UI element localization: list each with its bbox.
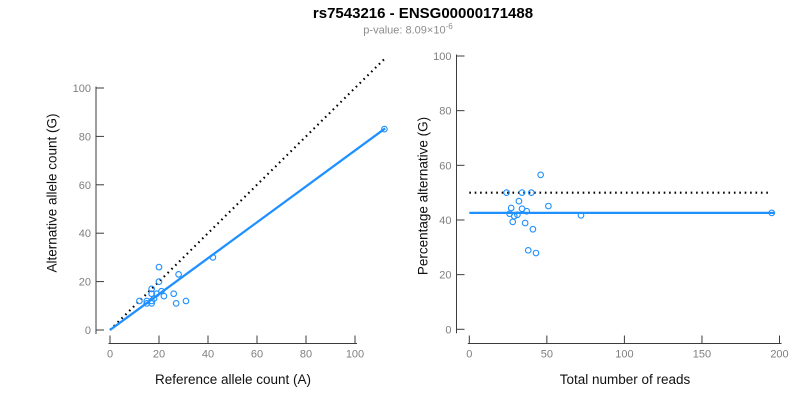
x-axis: 0 50 100 150 200 [466, 335, 789, 361]
right-panel-percentage: 0 50 100 150 200 0 20 40 60 80 100 [433, 51, 789, 361]
data-point [209, 254, 217, 261]
y-tick-label: 100 [73, 83, 91, 95]
x-tick-label: 40 [202, 349, 214, 361]
y-axis: 0 20 40 60 80 100 [73, 83, 104, 337]
pvalue-text: p-value: 8.09×10 [363, 24, 446, 37]
x-tick-label: 0 [466, 349, 472, 361]
x-tick-label: 100 [346, 349, 364, 361]
left-panel-allele-counts: 0 20 40 60 80 100 0 20 40 60 80 100 [73, 56, 388, 361]
page-title: rs7543216 - ENSG00000171488 [312, 5, 534, 22]
data-point [509, 218, 517, 226]
x-tick-label: 0 [107, 349, 113, 361]
data-point [155, 263, 163, 271]
right-yaxis-title: Percentage alternative (G) [415, 116, 431, 276]
y-tick-label: 60 [79, 180, 91, 192]
data-point [155, 278, 163, 285]
y-tick-label: 0 [85, 325, 91, 337]
data-point [521, 219, 529, 227]
y-tick-label: 100 [433, 51, 451, 63]
data-point [515, 197, 523, 205]
data-point [136, 297, 143, 305]
left-xaxis-title: Reference allele count (A) [154, 372, 312, 387]
data-point [175, 270, 182, 278]
data-point [523, 207, 531, 215]
identity-dotted-line [109, 56, 387, 331]
data-point [148, 285, 155, 293]
x-tick-label: 80 [300, 349, 312, 361]
data-point [577, 211, 585, 219]
y-tick-label: 40 [79, 228, 91, 240]
x-tick-label: 20 [153, 349, 165, 361]
data-point [503, 189, 510, 196]
y-tick-label: 20 [79, 277, 91, 289]
data-point [510, 212, 518, 220]
data-point [532, 249, 540, 257]
y-tick-label: 40 [439, 215, 451, 227]
x-tick-label: 150 [693, 349, 711, 361]
data-point [518, 189, 526, 196]
y-tick-label: 20 [439, 270, 451, 282]
y-tick-label: 0 [445, 324, 451, 336]
data-point [158, 287, 165, 295]
pvalue-exponent: -6 [445, 22, 453, 31]
data-point [527, 189, 535, 196]
data-point [529, 225, 537, 233]
pvalue-subtitle: p-value: 8.09×10-6 [8, 22, 800, 37]
data-point [545, 202, 552, 210]
data-point [537, 171, 544, 179]
data-point [768, 209, 776, 217]
data-point [170, 290, 178, 298]
data-point [182, 297, 190, 305]
y-tick-label: 80 [439, 106, 451, 118]
x-tick-label: 200 [770, 349, 788, 361]
data-point [148, 290, 155, 298]
data-point [507, 204, 515, 212]
x-tick-label: 50 [541, 349, 553, 361]
right-xaxis-title: Total number of reads [559, 372, 691, 387]
data-point [514, 211, 521, 219]
x-axis: 0 20 40 60 80 100 [107, 335, 364, 361]
y-axis: 0 20 40 60 80 100 [433, 51, 465, 336]
x-tick-label: 60 [251, 349, 263, 361]
data-point [381, 125, 388, 133]
data-point [172, 300, 180, 307]
data-point [524, 246, 532, 254]
x-tick-label: 100 [615, 349, 633, 361]
y-tick-label: 60 [439, 160, 451, 172]
y-tick-label: 80 [79, 131, 91, 143]
left-yaxis-title: Alternative allele count (G) [44, 113, 60, 273]
